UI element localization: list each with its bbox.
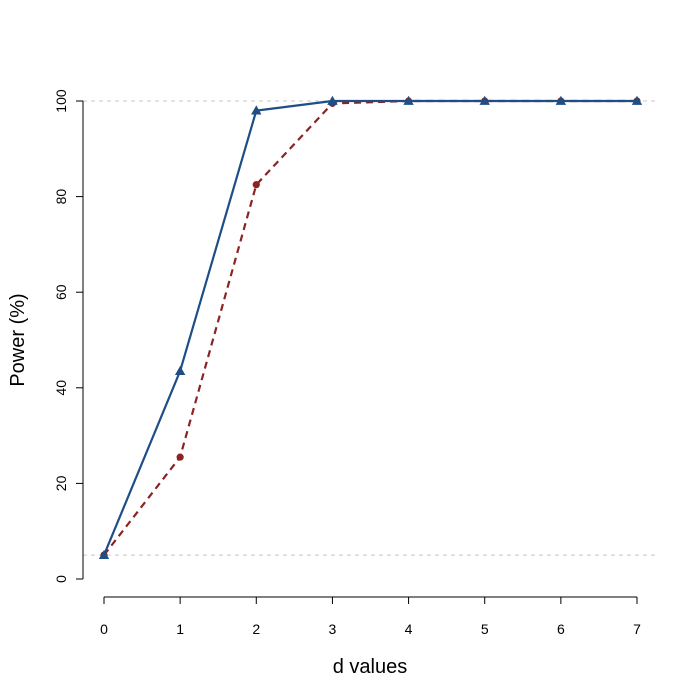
- x-axis-title: d values: [333, 656, 408, 678]
- x-tick-label: 0: [100, 621, 108, 637]
- x-tick-label: 7: [633, 621, 641, 637]
- y-tick-label: 40: [53, 380, 69, 396]
- series-lines: [102, 99, 637, 556]
- reference-lines: [83, 100, 655, 556]
- series-markers: [98, 95, 643, 559]
- series-line-2: [103, 99, 637, 556]
- series-1-point: [479, 95, 490, 105]
- series-line-1: [102, 99, 637, 556]
- x-tick-label: 2: [252, 621, 260, 637]
- series-1-point: [555, 95, 567, 105]
- x-tick-label: 6: [557, 621, 565, 637]
- y-tick-label: 100: [53, 89, 69, 113]
- x-tick-label: 3: [329, 621, 337, 637]
- x-tick-label: 1: [176, 621, 184, 637]
- x-tick-label: 4: [405, 621, 413, 637]
- y-tick-label: 20: [53, 475, 69, 491]
- y-tick-label: 60: [53, 284, 69, 300]
- y-tick-label: 80: [53, 189, 69, 205]
- y-tick-label: 0: [53, 575, 69, 583]
- series-2-point: [176, 453, 184, 461]
- x-tick-label: 5: [481, 621, 489, 637]
- series-1-point: [174, 365, 186, 375]
- series-1-point: [403, 95, 414, 105]
- axes: 0 1 2 3 4 5 6 7 0 20 40 60 80 100: [53, 89, 641, 637]
- series-2-point: [252, 181, 260, 189]
- series-1-point: [98, 549, 110, 559]
- series-1-point: [631, 95, 643, 105]
- series-1-point: [251, 105, 262, 115]
- series-1-point: [327, 95, 338, 105]
- y-axis-title: Power (%): [7, 293, 29, 386]
